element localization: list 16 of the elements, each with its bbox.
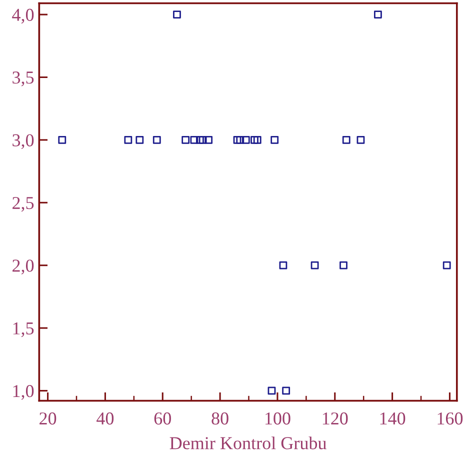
y-tick-label: 3,0	[12, 134, 34, 149]
x-tick-label: 120	[322, 412, 348, 425]
y-tick-label: 2,0	[12, 260, 34, 274]
x-tick-label: 20	[40, 412, 56, 425]
y-tick-label: 4,0	[12, 8, 34, 24]
x-tick-label: 40	[96, 412, 114, 425]
y-tick-label: 1,0	[13, 384, 34, 400]
y-tick-label: 2,5	[12, 196, 34, 212]
x-axis-title: Demir Kontrol Grubu	[170, 436, 326, 450]
y-tick-label: 1,5	[13, 322, 34, 338]
x-tick-label: 80	[212, 412, 228, 425]
x-tick-label: 160	[438, 412, 463, 425]
x-tick-label: 60	[154, 412, 171, 425]
x-tick-label: 140	[380, 412, 406, 425]
y-tick-label: 3,5	[12, 72, 34, 86]
x-tick-label: 100	[266, 412, 290, 425]
